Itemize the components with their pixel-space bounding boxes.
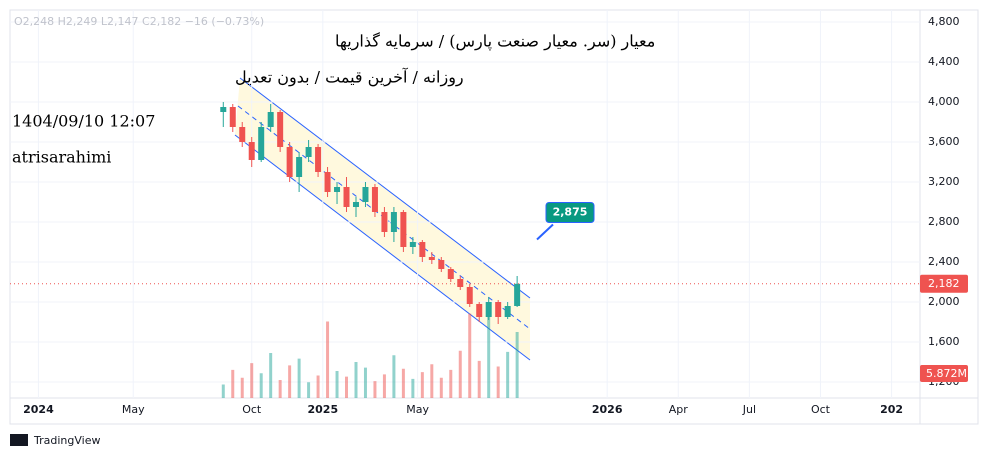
candle-body	[296, 157, 303, 177]
callout-label: 2,875	[553, 206, 588, 219]
candle-body	[485, 302, 492, 317]
candle-body	[390, 212, 397, 232]
x-tick-label: 2024	[23, 403, 54, 416]
last-price-badge	[920, 274, 968, 293]
candle-body	[229, 107, 236, 127]
x-tick-label: 202	[880, 403, 903, 416]
candle-body	[277, 112, 284, 147]
volume-label: 5.872M	[926, 367, 967, 380]
x-tick-label: 2025	[308, 403, 339, 416]
candle-body	[286, 147, 293, 177]
candle-body	[258, 127, 265, 160]
candle-body	[324, 172, 331, 192]
x-tick-label: Oct	[242, 403, 262, 416]
candle-body	[334, 187, 341, 192]
marks	[10, 10, 920, 398]
y-tick-label: 3,200	[928, 175, 960, 188]
x-tick-label: Oct	[811, 403, 831, 416]
x-tick-label: May	[122, 403, 145, 416]
x-tick-label: Jul	[742, 403, 756, 416]
candle-body	[476, 304, 483, 317]
y-tick-label: 3,600	[928, 135, 960, 148]
callout-pointer	[536, 223, 554, 241]
last-price-label: 2,182	[928, 277, 960, 290]
y-tick-label: 4,800	[928, 15, 960, 28]
logo-icon	[10, 434, 28, 446]
candle-body	[381, 212, 388, 232]
candle-body	[315, 147, 322, 172]
timestamp: 1404/09/10 12:07	[12, 112, 155, 131]
candle-body	[305, 147, 312, 157]
channel-lower	[234, 134, 531, 361]
y-tick-label: 1,600	[928, 335, 960, 348]
logo	[10, 434, 28, 446]
x-tick-label: May	[406, 403, 429, 416]
candle-body	[267, 112, 274, 127]
candle-body	[400, 212, 407, 247]
volume-badge	[920, 365, 968, 382]
candle-body	[248, 142, 255, 160]
y-tick-label: 4,000	[928, 95, 960, 108]
candle-body	[457, 279, 464, 287]
candle-body	[352, 202, 359, 207]
ohlc-text: O2,248 H2,249 L2,147 C2,182 −16 (−0.73%)	[14, 15, 264, 28]
y-tick-label: 2,800	[928, 215, 960, 228]
candle-body	[239, 127, 246, 142]
y-tick-label: 4,400	[928, 55, 960, 68]
subtitle: روزانه / آخرین قیمت / بدون تعدیل	[235, 67, 464, 87]
y-tick-label: 2,400	[928, 255, 960, 268]
x-tick-label: 2026	[592, 403, 623, 416]
candle-body	[343, 187, 350, 207]
candle-body	[447, 269, 454, 279]
title: معیار (سر. معیار صنعت پارس) / سرمایه گذا…	[335, 32, 655, 51]
brand: TradingView	[33, 434, 100, 447]
author: atrisarahimi	[12, 148, 111, 167]
y-tick-label: 2,000	[928, 295, 960, 308]
callout-box	[545, 202, 595, 223]
candle-body	[220, 107, 227, 112]
x-tick-label: Apr	[669, 403, 689, 416]
channel-upper	[239, 77, 531, 299]
candle-body	[362, 187, 369, 202]
candle-body	[466, 287, 473, 304]
candle-body	[419, 242, 426, 257]
candle-body	[428, 257, 435, 260]
candle-body	[495, 302, 502, 317]
candle-body	[504, 306, 511, 317]
candle-body	[409, 242, 416, 247]
frame	[9, 9, 979, 425]
candle-body	[438, 260, 445, 269]
candle-body	[371, 187, 378, 212]
candle-body	[514, 283, 521, 306]
